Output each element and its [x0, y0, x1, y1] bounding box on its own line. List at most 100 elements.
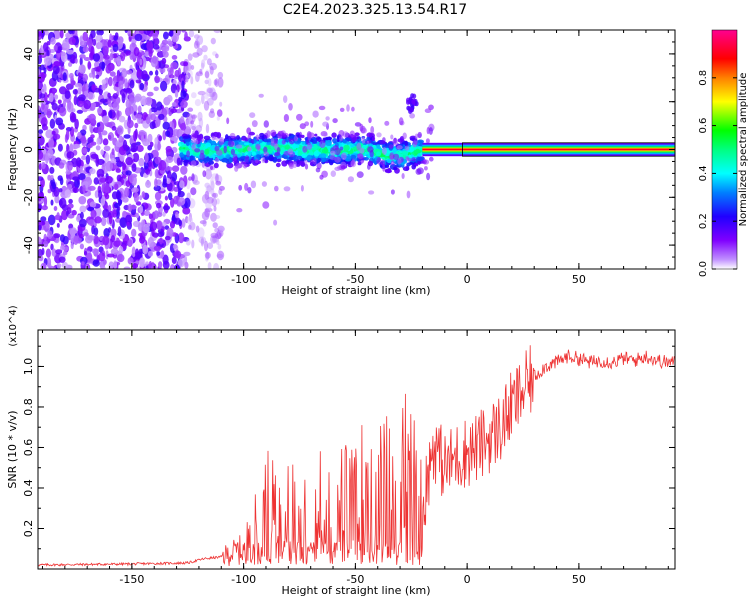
noise-blob	[123, 139, 128, 151]
noise-blob	[183, 61, 189, 67]
broadband-blob	[411, 164, 417, 170]
faint-blob	[232, 153, 238, 161]
noise-blob	[43, 196, 48, 207]
broadband-blob	[306, 154, 312, 161]
noise-blob	[41, 162, 46, 170]
noise-blob	[138, 130, 146, 136]
noise-blob	[210, 108, 215, 114]
noise-blob	[90, 134, 95, 139]
broadband-blob	[313, 143, 318, 151]
faint-blob	[397, 158, 402, 165]
noise-blob	[148, 261, 152, 268]
noise-blob	[38, 135, 45, 146]
noise-blob	[79, 40, 87, 47]
broadband-blob	[393, 167, 398, 171]
noise-blob	[150, 113, 157, 121]
noise-blob	[194, 99, 201, 107]
noise-blob	[92, 259, 100, 267]
noise-blob	[152, 44, 160, 50]
noise-blob	[162, 254, 169, 265]
noise-blob	[103, 145, 111, 152]
noise-blob	[79, 218, 87, 228]
noise-blob	[78, 64, 86, 74]
noise-blob	[102, 208, 110, 218]
faint-blob	[187, 107, 194, 112]
faint-blob	[424, 166, 428, 171]
noise-blob	[158, 261, 163, 269]
noise-blob	[80, 136, 87, 144]
noise-blob	[131, 228, 137, 237]
noise-blob	[166, 227, 174, 239]
faint-blob	[351, 106, 355, 112]
faint-blob	[334, 166, 341, 171]
faint-blob	[401, 173, 405, 179]
noise-blob	[165, 156, 174, 163]
y-tick-label: 40	[22, 47, 35, 61]
noise-blob	[205, 199, 212, 210]
noise-blob	[53, 44, 58, 51]
noise-blob	[116, 174, 122, 182]
noise-blob	[198, 236, 207, 244]
faint-blob	[357, 153, 364, 159]
noise-blob	[66, 49, 74, 55]
faint-blob	[218, 185, 225, 191]
broadband-blob	[236, 135, 240, 140]
noise-blob	[56, 263, 62, 269]
noise-blob	[103, 182, 110, 194]
faint-blob	[338, 130, 345, 137]
faint-blob	[351, 158, 355, 167]
faint-blob	[255, 143, 261, 150]
noise-blob	[107, 92, 111, 99]
faint-blob	[210, 165, 213, 170]
noise-blob	[43, 55, 52, 66]
snr-series-line	[38, 345, 675, 567]
faint-blob	[244, 182, 249, 191]
faint-blob	[404, 145, 410, 151]
noise-blob	[212, 222, 218, 229]
noise-blob	[113, 260, 118, 269]
faint-blob	[356, 171, 364, 179]
faint-blob	[303, 159, 308, 164]
noise-blob	[87, 143, 92, 149]
y-tick-label: 0.6	[22, 439, 35, 457]
noise-blob	[125, 87, 133, 94]
faint-blob	[302, 145, 308, 153]
faint-blob	[194, 148, 201, 153]
noise-blob	[164, 235, 171, 241]
noise-blob	[110, 248, 119, 256]
noise-blob	[165, 130, 171, 137]
noise-blob	[166, 94, 173, 103]
noise-blob	[82, 46, 89, 53]
noise-blob	[95, 156, 100, 167]
noise-blob	[192, 52, 200, 58]
noise-blob	[38, 150, 44, 160]
noise-blob	[123, 266, 131, 269]
broadband-blob	[179, 152, 185, 158]
faint-blob	[190, 187, 197, 196]
x-tick-label: 0	[464, 573, 471, 586]
broadband-blob	[228, 156, 234, 163]
faint-blob	[368, 117, 372, 124]
faint-blob	[376, 157, 382, 165]
noise-blob	[53, 233, 61, 239]
faint-blob	[417, 131, 422, 139]
noise-blob	[81, 155, 87, 161]
noise-blob	[171, 102, 177, 107]
faint-blob	[384, 120, 390, 126]
broadband-blob	[387, 167, 392, 173]
faint-blob	[341, 152, 347, 160]
noise-blob	[219, 228, 224, 233]
faint-blob	[339, 136, 344, 142]
y-tick-label: 1.0	[22, 358, 35, 376]
faint-blob	[263, 120, 269, 128]
noise-blob	[68, 62, 73, 67]
noise-blob	[82, 124, 87, 131]
noise-blob	[214, 215, 221, 219]
x-tick-label: -100	[231, 573, 256, 586]
noise-blob	[94, 216, 102, 224]
faint-blob	[226, 117, 230, 125]
noise-blob	[154, 191, 162, 201]
noise-blob	[56, 212, 60, 220]
noise-blob	[96, 137, 101, 145]
noise-blob	[78, 173, 86, 181]
